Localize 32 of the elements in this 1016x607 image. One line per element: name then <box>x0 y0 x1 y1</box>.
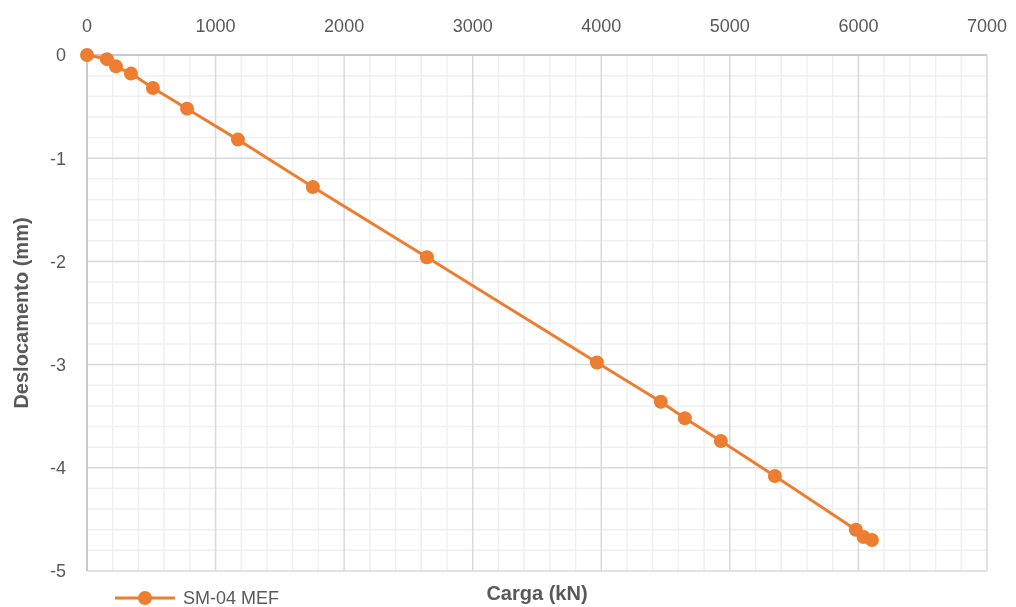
x-tick-label: 5000 <box>709 16 750 36</box>
point <box>180 101 195 116</box>
x-tick-label: 3000 <box>452 16 493 36</box>
y-tick-label: -1 <box>49 148 66 169</box>
x-axis-title: Carga (kN) <box>486 582 588 604</box>
point <box>864 533 879 548</box>
point <box>145 81 160 96</box>
point <box>767 469 782 484</box>
point <box>419 250 434 265</box>
point <box>305 180 320 195</box>
point <box>589 355 604 370</box>
point <box>677 411 692 426</box>
y-tick-label: -5 <box>49 561 66 582</box>
x-tick-label: 1000 <box>195 16 236 36</box>
y-tick-label: -3 <box>49 354 66 375</box>
point <box>230 132 245 147</box>
x-tick-label: 0 <box>81 16 93 36</box>
point <box>123 66 138 81</box>
y-tick-label: 0 <box>55 45 66 66</box>
y-axis-title: Deslocamento (mm) <box>10 217 32 409</box>
x-tick-label: 7000 <box>966 16 1008 36</box>
x-tick-label: 6000 <box>838 16 879 36</box>
y-tick-label: -4 <box>49 458 66 479</box>
point <box>108 59 123 74</box>
x-tick-label: 4000 <box>581 16 622 36</box>
legend-label: SM-04 MEF <box>183 588 280 607</box>
point <box>713 433 728 448</box>
point <box>653 394 668 409</box>
y-tick-label: -2 <box>49 251 66 272</box>
point <box>80 48 94 62</box>
x-tick-label: 2000 <box>324 16 365 36</box>
point <box>99 52 114 67</box>
